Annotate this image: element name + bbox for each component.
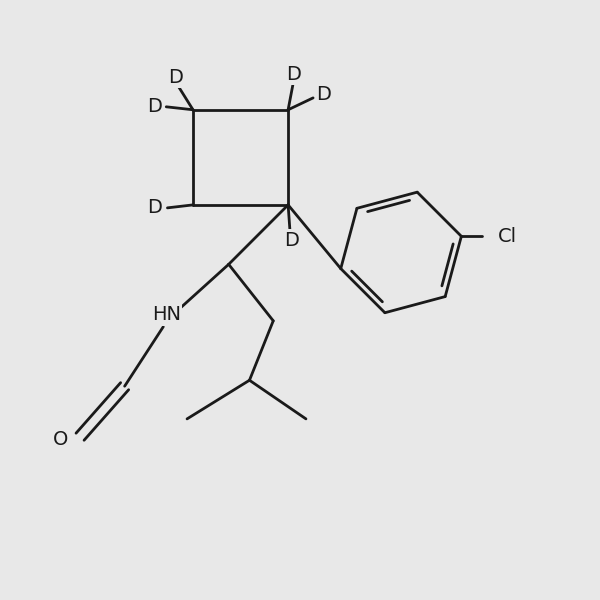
Text: D: D: [147, 97, 162, 116]
Text: D: D: [168, 68, 182, 86]
Text: D: D: [316, 85, 331, 104]
Text: D: D: [284, 231, 299, 250]
Text: HN: HN: [152, 305, 181, 325]
Text: Cl: Cl: [498, 227, 517, 246]
Text: D: D: [147, 199, 162, 217]
Text: D: D: [287, 65, 301, 83]
Text: O: O: [53, 430, 68, 449]
